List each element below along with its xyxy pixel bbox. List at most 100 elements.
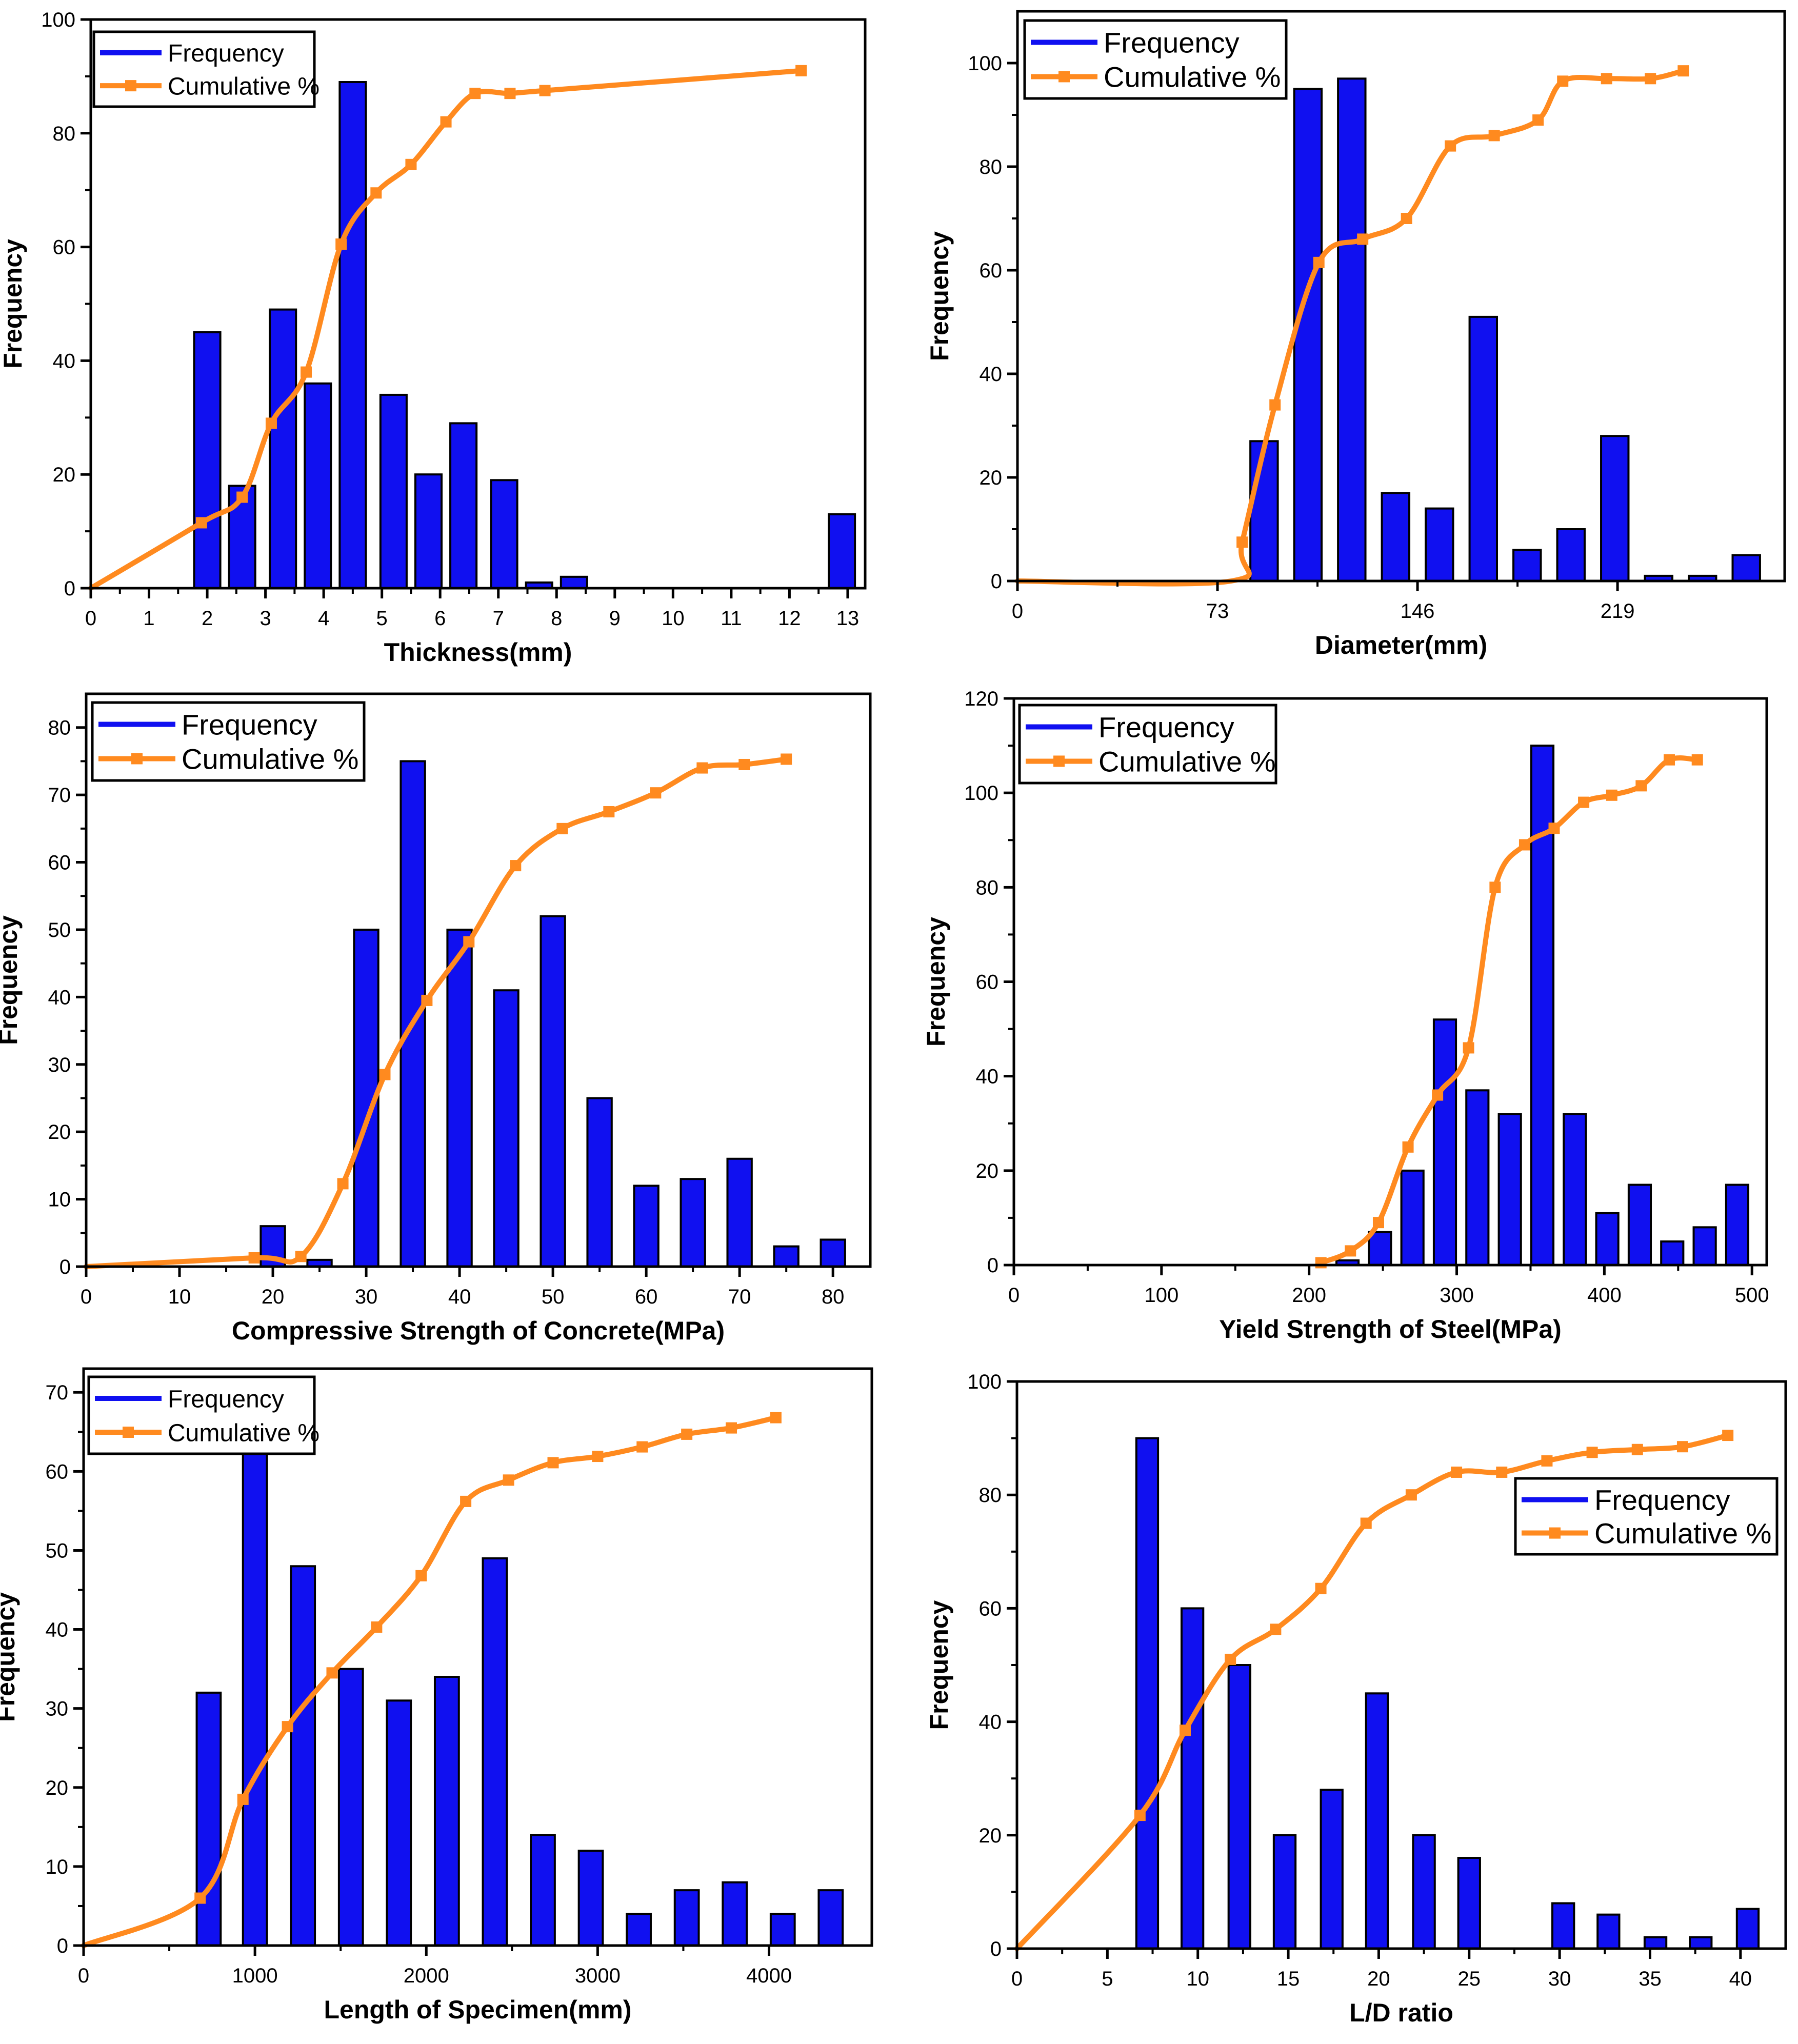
specimen-length-chart: 0 1000 2000 3000 4000 0 10 20 30 40 50 60 70 Frequen… — [0, 1367, 873, 2024]
frequency-bar — [817, 1889, 844, 1947]
cumulative-marker — [696, 762, 708, 774]
ld-ratio-chart: 0 5 10 15 20 25 30 35 40 0 20 40 60 80 100 Frequency L… — [925, 1371, 1787, 2027]
cumulative-marker — [539, 85, 551, 96]
y-tick-label: 80 — [979, 1484, 1002, 1507]
legend: Frequency Cumulative % — [1023, 19, 1288, 100]
y-tick-label: 20 — [979, 1825, 1002, 1847]
plot-area: 0 1000 2000 3000 4000 0 10 20 30 40 50 60 70 — [46, 1367, 873, 1987]
y-axis-label: Frequency — [0, 239, 27, 369]
cumulative-marker — [337, 1178, 349, 1190]
cumulative-marker — [248, 1252, 260, 1264]
y-tick-label: 10 — [48, 1189, 71, 1211]
legend-cumulative-label: Cumulative % — [168, 1419, 319, 1447]
cumulative-marker — [1451, 1466, 1463, 1478]
frequency-bar — [1627, 1184, 1652, 1266]
frequency-bar — [1468, 315, 1499, 582]
frequency-bar — [1595, 1212, 1620, 1266]
x-axis-label: Compressive Strength of Concrete(MPa) — [232, 1316, 725, 1345]
x-tick-label: 219 — [1601, 600, 1635, 623]
legend-frequency-label: Frequency — [168, 40, 284, 67]
frequency-bar — [193, 331, 222, 589]
cumulative-marker — [795, 65, 807, 76]
y-tick-label: 60 — [48, 852, 71, 874]
frequency-bar — [338, 81, 367, 590]
cumulative-marker — [1496, 1466, 1508, 1478]
cumulative-marker — [1357, 233, 1369, 245]
y-tick-label: 0 — [991, 570, 1002, 593]
legend-cumulative-label: Cumulative % — [1104, 61, 1281, 93]
legend-box — [87, 1375, 316, 1455]
legend-cumulative-marker — [1058, 71, 1070, 83]
x-tick-label: 0 — [85, 607, 96, 630]
plot-area: 0 5 10 15 20 25 30 35 40 0 20 40 60 80 100 — [967, 1371, 1787, 1990]
x-tick-label: 11 — [721, 607, 742, 630]
cumulative-marker — [460, 1495, 472, 1507]
legend-box — [1023, 19, 1288, 100]
frequency-bar — [1365, 1692, 1389, 1950]
x-tick-label: 200 — [1292, 1284, 1326, 1307]
cumulative-marker — [1315, 1257, 1327, 1269]
plot-area: 0 10 20 30 40 50 60 70 80 0 10 20 30 40 50 60 70 80 — [48, 692, 872, 1308]
x-tick-label: 70 — [728, 1286, 751, 1308]
frequency-bar — [242, 1431, 268, 1947]
cumulative-marker — [1578, 796, 1590, 808]
cumulative-marker — [335, 238, 347, 250]
frequency-bar — [1556, 528, 1586, 582]
cumulative-marker — [556, 823, 568, 834]
y-axis-label: Frequency — [922, 917, 950, 1047]
x-tick-label: 10 — [662, 607, 685, 630]
frequency-bar — [530, 1834, 556, 1947]
frequency-bar — [269, 308, 297, 589]
y-tick-label: 80 — [48, 717, 71, 739]
cumulative-marker — [1601, 73, 1612, 85]
frequency-bar — [1465, 1089, 1490, 1267]
frequency-bar — [1320, 1789, 1344, 1950]
x-tick-label: 40 — [1729, 1968, 1752, 1990]
cumulative-marker — [1677, 65, 1689, 77]
cumulative-marker — [547, 1457, 559, 1469]
x-tick-label: 10 — [168, 1286, 191, 1308]
y-tick-label: 120 — [964, 688, 998, 710]
y-tick-label: 60 — [46, 1460, 69, 1483]
y-tick-label: 80 — [53, 123, 76, 145]
cumulative-marker — [1360, 1517, 1372, 1529]
yield-strength-chart: 0 100 200 300 400 500 0 20 40 60 80 100 120 Frequenc… — [922, 688, 1769, 1344]
cumulative-marker — [1445, 140, 1456, 152]
x-axis-label: Thickness(mm) — [384, 638, 572, 667]
frequency-bar — [379, 393, 408, 589]
frequency-bar — [449, 422, 478, 589]
frequency-bar — [726, 1157, 753, 1268]
legend-cumulative-marker — [1549, 1527, 1561, 1539]
x-tick-label: 30 — [1548, 1968, 1571, 1990]
frequency-bar — [1432, 1018, 1457, 1266]
y-tick-label: 40 — [48, 986, 71, 1009]
y-tick-label: 60 — [976, 971, 999, 994]
legend: Frequency Cumulative % — [92, 30, 319, 108]
legend: Frequency Cumulative % — [1514, 1477, 1779, 1556]
y-tick-label: 100 — [967, 1371, 1002, 1393]
frequency-bar — [1600, 435, 1630, 582]
cumulative-marker — [1134, 1810, 1146, 1821]
frequency-bar — [1643, 1936, 1668, 1950]
frequency-bar — [769, 1913, 796, 1947]
frequency-bar — [1660, 1240, 1685, 1266]
x-tick-label: 8 — [551, 607, 562, 630]
y-tick-label: 30 — [46, 1698, 69, 1720]
cumulative-marker — [650, 787, 662, 799]
cumulative-marker — [326, 1667, 338, 1679]
x-tick-label: 40 — [448, 1286, 471, 1308]
cumulative-marker — [1269, 399, 1281, 411]
plot-frame — [1016, 10, 1786, 583]
cumulative-marker — [1635, 780, 1647, 792]
x-tick-label: 5 — [1102, 1968, 1113, 1990]
legend-box — [1514, 1477, 1779, 1556]
frequency-bar — [1227, 1664, 1251, 1950]
frequency-bar — [626, 1913, 652, 1947]
y-tick-label: 0 — [987, 1254, 998, 1277]
cumulative-marker — [603, 806, 615, 817]
cumulative-marker — [636, 1441, 648, 1453]
y-tick-label: 0 — [59, 1256, 71, 1278]
cumulative-marker — [1519, 839, 1530, 851]
y-axis-label: Frequency — [0, 1592, 20, 1722]
